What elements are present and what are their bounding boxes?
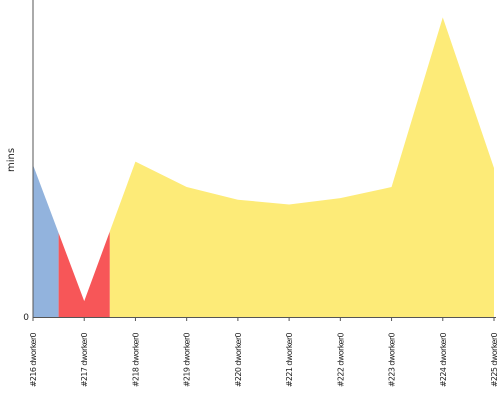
x-tick-label: #224 dworker0 — [439, 332, 448, 387]
area-series — [33, 17, 494, 318]
area-segment-1 — [33, 164, 59, 317]
y-axis-ticks: 0 — [23, 313, 29, 323]
x-tick-label: #223 dworker0 — [388, 332, 397, 387]
x-tick-label: #218 dworker0 — [131, 332, 140, 387]
x-tick-label: #219 dworker0 — [183, 332, 192, 387]
x-tick-label: #216 dworker0 — [29, 332, 38, 387]
x-axis-ticks: #216 dworker0 #217 dworker0 #218 dworker0 #… — [29, 317, 499, 387]
y-tick-label: 0 — [23, 313, 29, 323]
y-axis-title: mins — [6, 148, 17, 172]
x-tick-label: #222 dworker0 — [336, 332, 345, 387]
area-segment-3 — [109, 17, 494, 318]
x-tick-label: #225 dworker0 — [490, 332, 499, 387]
area-segment-2 — [58, 231, 110, 317]
x-tick-label: #221 dworker0 — [285, 332, 294, 387]
x-tick-label: #217 dworker0 — [80, 332, 89, 387]
x-tick-label: #220 dworker0 — [234, 332, 243, 387]
